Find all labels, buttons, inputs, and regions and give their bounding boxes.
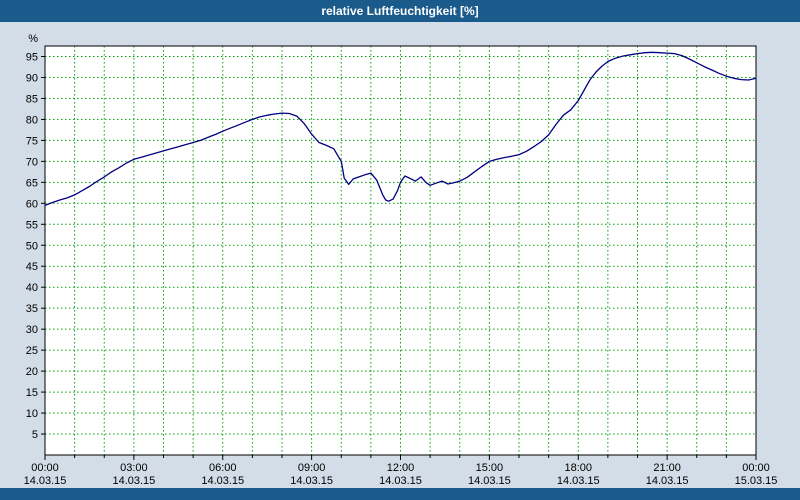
svg-text:15: 15 — [26, 387, 38, 399]
svg-text:14.03.15: 14.03.15 — [468, 475, 511, 487]
svg-text:75: 75 — [26, 135, 38, 147]
svg-text:65: 65 — [26, 177, 38, 189]
svg-text:90: 90 — [26, 72, 38, 84]
svg-text:70: 70 — [26, 156, 38, 168]
svg-text:25: 25 — [26, 345, 38, 357]
svg-text:14.03.15: 14.03.15 — [379, 475, 422, 487]
svg-text:40: 40 — [26, 282, 38, 294]
svg-text:00:00: 00:00 — [742, 462, 770, 474]
chart-title: relative Luftfeuchtigkeit [%] — [321, 4, 479, 18]
svg-text:14.03.15: 14.03.15 — [112, 475, 155, 487]
svg-text:09:00: 09:00 — [298, 462, 326, 474]
svg-text:21:00: 21:00 — [653, 462, 681, 474]
svg-text:55: 55 — [26, 219, 38, 231]
svg-text:50: 50 — [26, 240, 38, 252]
svg-text:30: 30 — [26, 324, 38, 336]
svg-text:14.03.15: 14.03.15 — [290, 475, 333, 487]
chart-area: 5 10 15 20 25 30 35 40 45 50 55 60 65 70 75 80 85 90 95% 00… — [0, 22, 800, 488]
svg-text:60: 60 — [26, 198, 38, 210]
svg-text:20: 20 — [26, 366, 38, 378]
svg-text:12:00: 12:00 — [387, 462, 415, 474]
svg-text:%: % — [28, 33, 38, 45]
svg-text:00:00: 00:00 — [31, 462, 59, 474]
svg-text:14.03.15: 14.03.15 — [557, 475, 600, 487]
bottom-bar — [0, 488, 800, 500]
humidity-line-chart: 5 10 15 20 25 30 35 40 45 50 55 60 65 70 75 80 85 90 95% 00… — [24, 33, 778, 487]
svg-text:80: 80 — [26, 114, 38, 126]
svg-text:03:00: 03:00 — [120, 462, 148, 474]
svg-text:35: 35 — [26, 303, 38, 315]
svg-text:85: 85 — [26, 93, 38, 105]
svg-text:5: 5 — [32, 429, 38, 441]
svg-text:14.03.15: 14.03.15 — [646, 475, 689, 487]
svg-text:14.03.15: 14.03.15 — [24, 475, 67, 487]
svg-text:10: 10 — [26, 408, 38, 420]
svg-text:15:00: 15:00 — [476, 462, 504, 474]
svg-text:95: 95 — [26, 51, 38, 63]
svg-text:45: 45 — [26, 261, 38, 273]
svg-text:18:00: 18:00 — [564, 462, 592, 474]
svg-text:15.03.15: 15.03.15 — [735, 475, 778, 487]
window-titlebar: relative Luftfeuchtigkeit [%] — [0, 0, 800, 22]
svg-text:06:00: 06:00 — [209, 462, 237, 474]
svg-text:14.03.15: 14.03.15 — [201, 475, 244, 487]
